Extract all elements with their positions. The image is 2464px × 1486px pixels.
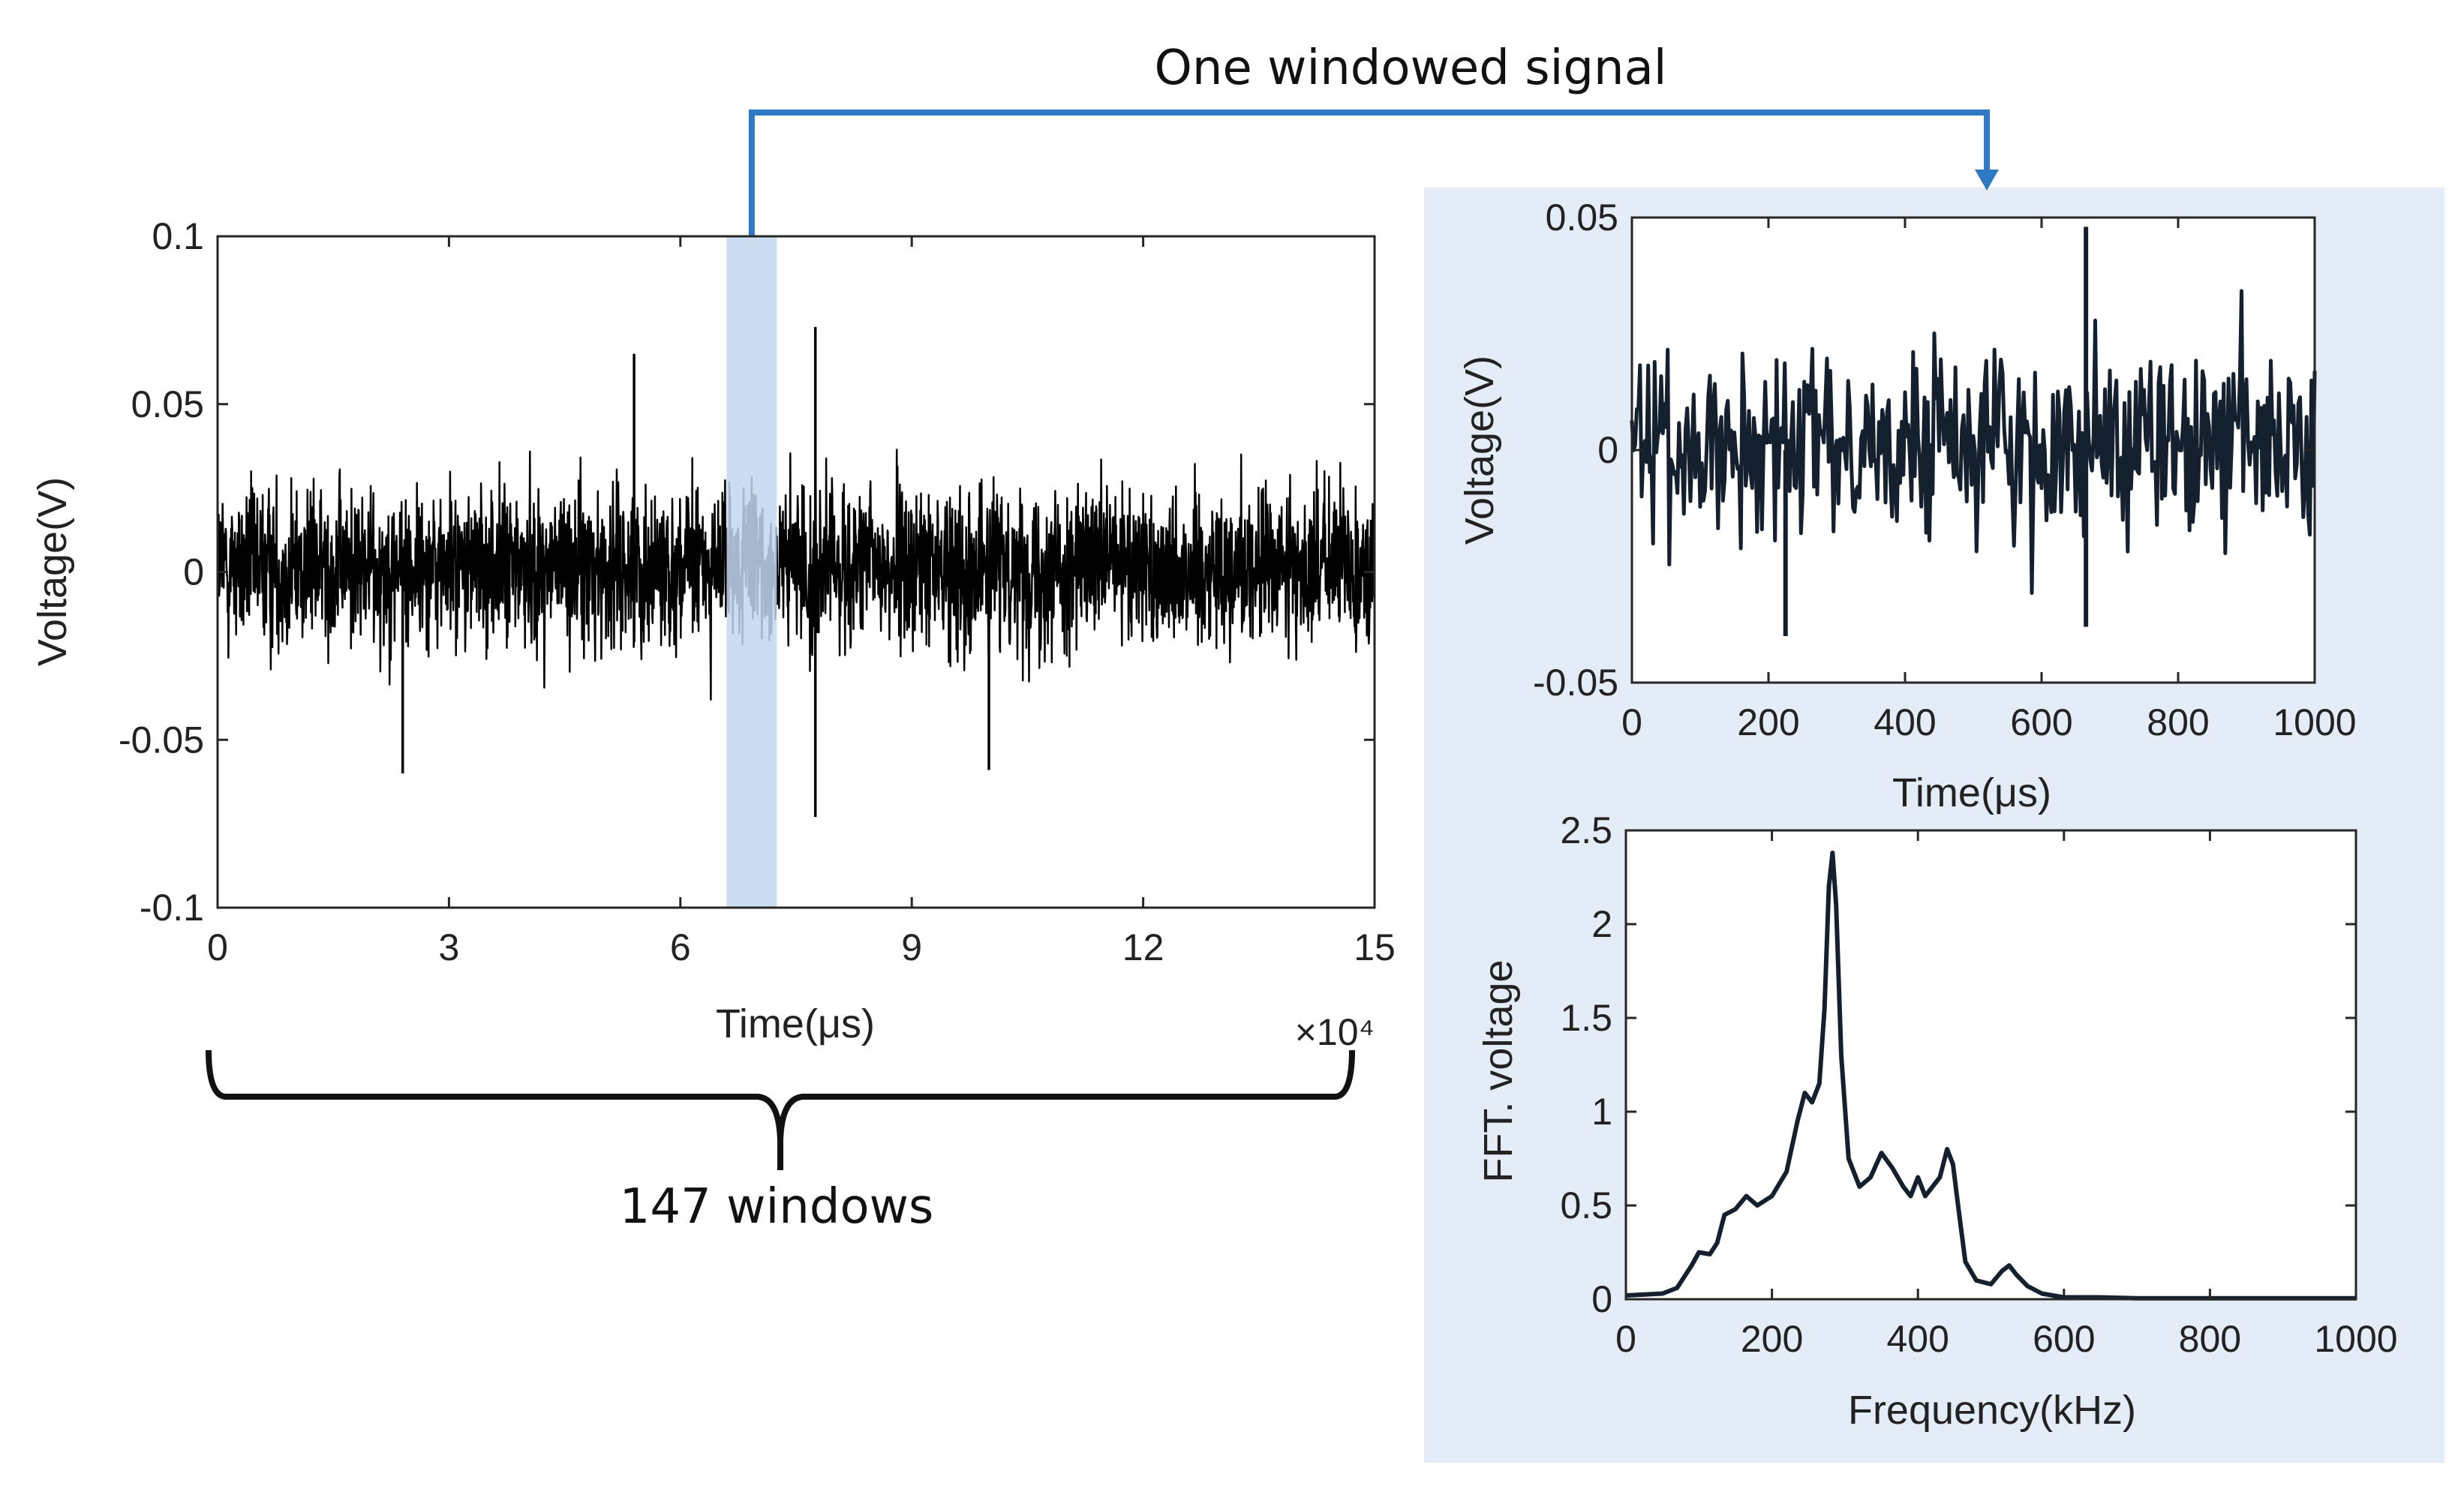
x-tick-label: 200 xyxy=(1737,701,1799,743)
x-tick-label: 6 xyxy=(670,926,691,968)
x-tick-label: 600 xyxy=(2010,701,2072,743)
main-x-axis-label: Time(μs) xyxy=(716,1001,875,1046)
y-tick-label: 0 xyxy=(183,551,204,593)
y-tick-label: 2.5 xyxy=(1560,809,1612,851)
x-tick-label: 0 xyxy=(207,926,228,968)
y-tick-label: -0.1 xyxy=(140,887,204,929)
connector-arrowhead xyxy=(1975,170,1999,191)
x-tick-label: 0 xyxy=(1615,1318,1636,1360)
main-axes: 0 3 6 9 12 15 -0.1 -0.05 0 0.05 0.1 xyxy=(119,215,1396,968)
main-voltage-plot: 0 3 6 9 12 15 -0.1 -0.05 0 0.05 0.1 Time(μs) Volta… xyxy=(30,215,1396,1053)
x-tick-label: 15 xyxy=(1354,926,1396,968)
x-tick-label: 400 xyxy=(1874,701,1936,743)
x-tick-label: 1000 xyxy=(2314,1318,2397,1360)
main-voltage-trace xyxy=(216,326,1376,818)
fft-axes: 0 200 400 600 800 1000 0 0.5 1 1.5 2 2.5 xyxy=(1560,809,2397,1360)
x-tick-label: 400 xyxy=(1886,1318,1949,1360)
window-connector xyxy=(748,110,1999,236)
x-tick-label: 0 xyxy=(1621,701,1642,743)
y-tick-label: -0.05 xyxy=(119,719,204,761)
y-tick-label: 0.05 xyxy=(131,383,204,425)
y-tick-label: 0 xyxy=(1597,429,1618,471)
windowed-signal-trace xyxy=(1630,218,2317,683)
x-tick-label: 800 xyxy=(2179,1318,2241,1360)
y-tick-label: -0.05 xyxy=(1533,662,1618,704)
x-tick-label: 800 xyxy=(2147,701,2209,743)
signal-line xyxy=(1630,289,2317,596)
windows-brace xyxy=(206,1049,1355,1170)
fft-line xyxy=(1625,851,2356,1301)
x-tick-label: 9 xyxy=(901,926,922,968)
windowed-x-axis-label: Time(μs) xyxy=(1892,770,2051,815)
windowed-signal-label: One windowed signal xyxy=(1154,41,1666,96)
x-tick-label: 3 xyxy=(438,926,459,968)
y-tick-label: 0.05 xyxy=(1546,197,1618,239)
x-tick-label: 12 xyxy=(1122,926,1164,968)
connector-line xyxy=(748,110,1990,236)
fft-spectrum-trace xyxy=(1625,830,2356,1301)
x-tick-label: 600 xyxy=(2033,1318,2095,1360)
fft-plot-area xyxy=(1626,830,2356,1299)
signal-line xyxy=(216,449,1376,701)
y-tick-label: 0 xyxy=(1591,1278,1612,1320)
y-tick-label: 1.5 xyxy=(1560,997,1612,1039)
x-tick-label: 200 xyxy=(1741,1318,1803,1360)
windowed-y-axis-label: Voltage(V) xyxy=(1457,356,1502,545)
y-tick-label: 1 xyxy=(1591,1091,1612,1133)
y-tick-label: 2 xyxy=(1591,903,1612,945)
y-tick-label: 0.5 xyxy=(1560,1184,1612,1226)
plot-frame xyxy=(1624,829,2357,1301)
fft-y-axis-label: FFT. voltage xyxy=(1476,959,1521,1182)
fft-x-axis-label: Frequency(kHz) xyxy=(1848,1388,2136,1433)
highlighted-window-band xyxy=(726,236,777,908)
fft-spectrum-plot: 0 200 400 600 800 1000 0 0.5 1 1.5 2 2.5 Frequency(… xyxy=(1476,809,2398,1433)
main-y-axis-label: Voltage(V) xyxy=(30,477,75,666)
y-tick-label: 0.1 xyxy=(152,215,204,257)
x-tick-label: 1000 xyxy=(2273,701,2356,743)
main-x-axis-exponent: ×10⁴ xyxy=(1295,1011,1375,1053)
windows-count-label: 147 windows xyxy=(620,1179,934,1235)
